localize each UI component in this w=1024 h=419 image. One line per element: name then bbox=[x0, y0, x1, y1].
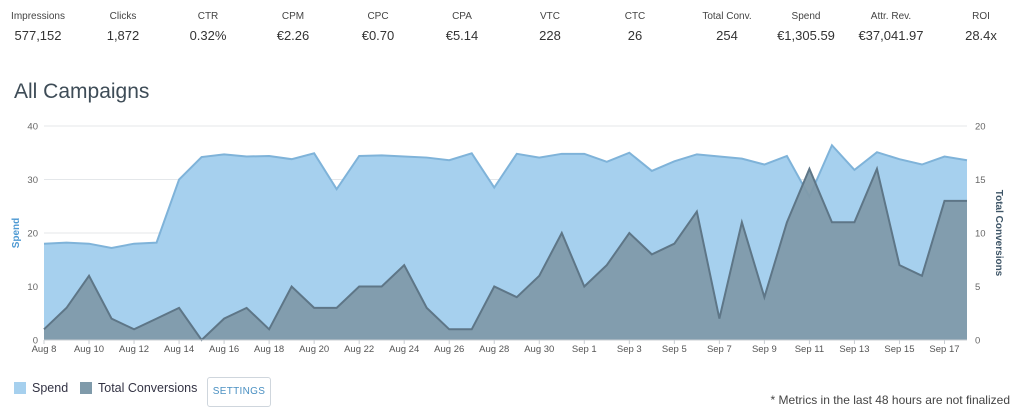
conversions-swatch bbox=[80, 382, 92, 394]
y2-tick-label: 20 bbox=[975, 122, 986, 133]
metric-value: 0.32% bbox=[189, 28, 227, 43]
y2-tick-label: 15 bbox=[975, 175, 986, 186]
y2-tick-label: 5 bbox=[975, 282, 980, 293]
metric-value: €5.14 bbox=[445, 28, 479, 43]
x-tick-label: Aug 24 bbox=[389, 344, 419, 355]
y-tick-label: 10 bbox=[27, 282, 38, 293]
conversions-line bbox=[43, 165, 967, 342]
page-title: All Campaigns bbox=[14, 80, 150, 103]
x-tick-label: Aug 18 bbox=[254, 344, 284, 355]
metric-label: Total Conv. bbox=[702, 11, 752, 22]
settings-button[interactable]: SETTINGS bbox=[207, 377, 271, 407]
x-tick-label: Aug 8 bbox=[32, 344, 57, 355]
metric-label: CTR bbox=[197, 11, 219, 22]
metric-attr-rev: Attr. Rev. €37,041.97 bbox=[846, 10, 936, 45]
x-tick-label: Sep 9 bbox=[752, 344, 777, 355]
metric-value: 1,872 bbox=[106, 28, 140, 43]
x-tick-label: Aug 26 bbox=[434, 344, 464, 355]
metric-roi: ROI 28.4x bbox=[936, 10, 1024, 45]
metric-label: VTC bbox=[540, 11, 560, 22]
metric-ctc: CTC 26 bbox=[590, 10, 680, 45]
metric-value: €1,305.59 bbox=[777, 28, 835, 43]
x-tick-label: Aug 22 bbox=[344, 344, 374, 355]
metric-value: 228 bbox=[539, 28, 561, 43]
x-tick-label: Aug 10 bbox=[74, 344, 104, 355]
metric-label: CPA bbox=[452, 11, 472, 22]
x-tick-label: Aug 14 bbox=[164, 344, 194, 355]
y-tick-label: 40 bbox=[27, 122, 38, 133]
x-tick-label: Sep 11 bbox=[795, 344, 824, 355]
metric-cpc: CPC €0.70 bbox=[333, 10, 423, 45]
x-tick-label: Aug 16 bbox=[209, 344, 239, 355]
x-tick-label: Sep 15 bbox=[884, 344, 914, 355]
y-tick-label: 30 bbox=[27, 175, 38, 186]
metric-value: €37,041.97 bbox=[858, 28, 924, 43]
y2-axis-title: Total Conversions bbox=[993, 190, 1004, 277]
metric-value: €2.26 bbox=[276, 28, 310, 43]
metrics-bar: Impressions 577,152 Clicks 1,872 CTR 0.32% CPM… bbox=[0, 10, 1024, 50]
x-tick-label: Sep 3 bbox=[617, 344, 642, 355]
y-axis-title: Spend bbox=[11, 218, 22, 249]
metric-label: Clicks bbox=[109, 11, 137, 22]
x-tick-label: Sep 13 bbox=[839, 344, 869, 355]
y2-tick-label: 0 bbox=[975, 336, 980, 347]
metric-spend: Spend €1,305.59 bbox=[761, 10, 851, 45]
x-tick-label: Aug 30 bbox=[524, 344, 554, 355]
metric-label: Attr. Rev. bbox=[870, 11, 912, 22]
y-tick-label: 20 bbox=[27, 229, 38, 240]
metric-label: Impressions bbox=[11, 11, 65, 22]
metric-label: CPC bbox=[367, 11, 389, 22]
x-tick-label: Sep 7 bbox=[707, 344, 732, 355]
x-tick-label: Aug 28 bbox=[479, 344, 509, 355]
metric-label: ROI bbox=[972, 11, 990, 22]
metric-ctr: CTR 0.32% bbox=[163, 10, 253, 45]
metric-cpm: CPM €2.26 bbox=[248, 10, 338, 45]
spend-swatch bbox=[14, 382, 26, 394]
y2-tick-label: 10 bbox=[975, 229, 986, 240]
metric-value: €0.70 bbox=[361, 28, 395, 43]
metric-label: Spend bbox=[791, 11, 821, 22]
legend-spend-label: Spend bbox=[32, 381, 69, 395]
metric-value: 28.4x bbox=[965, 28, 997, 43]
legend-conversions-label: Total Conversions bbox=[98, 381, 198, 395]
metric-value: 577,152 bbox=[14, 28, 62, 43]
x-tick-label: Sep 5 bbox=[662, 344, 687, 355]
metric-label: CTC bbox=[624, 11, 646, 22]
x-tick-label: Sep 1 bbox=[572, 344, 597, 355]
campaign-chart: 0 10 20 30 40 0 5 10 15 20 Aug 8 Aug 10 Aug 12 Aug 14… bbox=[11, 122, 1004, 356]
conversions-area bbox=[44, 168, 967, 340]
y-tick-label: 0 bbox=[33, 336, 38, 347]
x-tick-label: Sep 17 bbox=[929, 344, 959, 355]
legend-item-spend[interactable]: Spend bbox=[14, 381, 68, 395]
metric-impressions: Impressions 577,152 bbox=[0, 10, 83, 45]
legend-item-total-conversions[interactable]: Total Conversions bbox=[80, 381, 197, 395]
metric-cpa: CPA €5.14 bbox=[417, 10, 507, 45]
metric-value: 26 bbox=[627, 28, 643, 43]
x-tick-label: Aug 12 bbox=[119, 344, 149, 355]
metric-value: 254 bbox=[716, 28, 738, 43]
metric-clicks: Clicks 1,872 bbox=[78, 10, 168, 45]
metrics-footnote: * Metrics in the last 48 hours are not f… bbox=[770, 393, 1010, 407]
metric-vtc: VTC 228 bbox=[505, 10, 595, 45]
metric-total-conv: Total Conv. 254 bbox=[682, 10, 772, 45]
x-tick-label: Aug 20 bbox=[299, 344, 329, 355]
metric-label: CPM bbox=[281, 11, 305, 22]
